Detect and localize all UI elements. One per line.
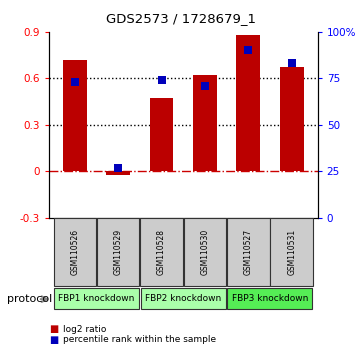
Text: GDS2573 / 1728679_1: GDS2573 / 1728679_1 bbox=[105, 12, 256, 25]
FancyBboxPatch shape bbox=[97, 218, 139, 286]
Bar bbox=[63, 60, 87, 171]
Bar bbox=[149, 98, 173, 171]
Text: GSM110526: GSM110526 bbox=[70, 229, 79, 275]
Text: GSM110528: GSM110528 bbox=[157, 229, 166, 275]
Text: ■: ■ bbox=[49, 324, 58, 334]
FancyBboxPatch shape bbox=[227, 218, 270, 286]
FancyBboxPatch shape bbox=[53, 218, 96, 286]
Point bbox=[245, 47, 251, 53]
FancyBboxPatch shape bbox=[54, 288, 139, 309]
FancyBboxPatch shape bbox=[184, 218, 226, 286]
Point bbox=[289, 61, 295, 66]
Text: ■: ■ bbox=[49, 335, 58, 345]
Text: percentile rank within the sample: percentile rank within the sample bbox=[63, 335, 216, 344]
Text: protocol: protocol bbox=[7, 294, 52, 304]
Text: GSM110530: GSM110530 bbox=[200, 229, 209, 275]
Text: FBP3 knockdown: FBP3 knockdown bbox=[232, 294, 308, 303]
Text: GSM110527: GSM110527 bbox=[244, 229, 253, 275]
Bar bbox=[236, 35, 260, 171]
Text: FBP2 knockdown: FBP2 knockdown bbox=[145, 294, 221, 303]
FancyBboxPatch shape bbox=[227, 288, 313, 309]
Bar bbox=[280, 68, 304, 171]
Bar bbox=[193, 75, 217, 171]
FancyBboxPatch shape bbox=[140, 218, 183, 286]
Point bbox=[158, 78, 164, 83]
Point bbox=[202, 83, 208, 88]
Point bbox=[115, 165, 121, 170]
Bar bbox=[106, 171, 130, 175]
FancyBboxPatch shape bbox=[141, 288, 226, 309]
Text: GSM110531: GSM110531 bbox=[287, 229, 296, 275]
Text: GSM110529: GSM110529 bbox=[114, 229, 123, 275]
Text: log2 ratio: log2 ratio bbox=[63, 325, 106, 334]
Point bbox=[72, 79, 78, 85]
FancyBboxPatch shape bbox=[270, 218, 313, 286]
Text: FBP1 knockdown: FBP1 knockdown bbox=[58, 294, 135, 303]
